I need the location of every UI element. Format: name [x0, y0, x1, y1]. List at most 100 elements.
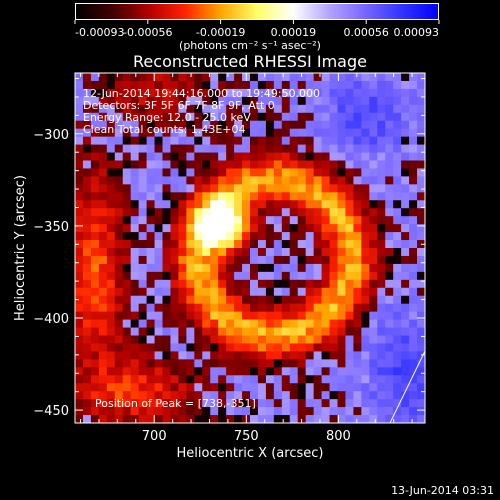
heatmap-cell	[210, 168, 219, 177]
heatmap-cell	[210, 192, 219, 201]
heatmap-cell	[106, 327, 116, 336]
heatmap-cell	[345, 112, 354, 122]
heatmap-cell	[210, 232, 219, 241]
heatmap-cell	[273, 112, 283, 122]
heatmap-cell	[377, 144, 386, 154]
heatmap-cell	[417, 216, 425, 225]
heatmap-cell	[401, 407, 410, 416]
heatmap-cell	[98, 271, 108, 281]
heatmap-cell	[289, 279, 299, 289]
heatmap-cell	[250, 232, 259, 241]
heatmap-cell	[114, 224, 124, 233]
heatmap-cell	[178, 279, 187, 289]
heatmap-cell	[138, 240, 148, 249]
heatmap-cell	[313, 232, 323, 241]
heatmap-cell	[90, 160, 100, 169]
heatmap-cell	[202, 232, 211, 241]
heatmap-cell	[289, 335, 299, 344]
heatmap-cell	[202, 271, 211, 281]
heatmap-cell	[178, 359, 187, 368]
heatmap-cell	[377, 192, 386, 201]
heatmap-cell	[401, 73, 410, 82]
heatmap-cell	[130, 287, 140, 297]
heatmap-cell	[313, 319, 323, 329]
heatmap-cell	[385, 327, 394, 336]
heatmap-cell	[265, 73, 275, 82]
heatmap-cell	[194, 192, 203, 201]
heatmap-cell	[202, 263, 211, 273]
heatmap-cell	[154, 271, 163, 281]
heatmap-cell	[417, 208, 425, 217]
heatmap-cell	[114, 327, 124, 336]
heatmap-cell	[178, 367, 187, 376]
heatmap-cell	[114, 343, 124, 352]
heatmap-cell	[122, 287, 132, 297]
heatmap-cell	[361, 168, 370, 177]
heatmap-cell	[353, 407, 362, 416]
heatmap-cell	[409, 160, 418, 169]
heatmap-cell	[409, 192, 418, 201]
heatmap-cell	[305, 192, 315, 201]
heatmap-cell	[234, 200, 243, 209]
heatmap-cell	[75, 200, 84, 209]
heatmap-cell	[305, 128, 315, 138]
plot-area: 12-Jun-2014 19:44:16.000 to 19:49:50.000…	[75, 73, 425, 423]
heatmap-cell	[401, 295, 410, 305]
heatmap-cell	[337, 80, 346, 90]
heatmap-cell	[393, 216, 402, 225]
heatmap-cell	[305, 399, 315, 408]
heatmap-cell	[154, 287, 163, 297]
heatmap-cell	[281, 415, 291, 423]
heatmap-cell	[90, 192, 100, 201]
heatmap-cell	[369, 327, 378, 336]
heatmap-cell	[218, 415, 227, 423]
heatmap-cell	[210, 152, 219, 161]
heatmap-cell	[146, 255, 156, 265]
heatmap-cell	[114, 311, 124, 321]
heatmap-cell	[186, 343, 195, 352]
heatmap-cell	[138, 359, 148, 368]
heatmap-cell	[377, 128, 386, 138]
heatmap-cell	[265, 287, 275, 297]
heatmap-cell	[409, 343, 418, 352]
heatmap-cell	[393, 200, 402, 209]
heatmap-cell	[202, 160, 211, 169]
heatmap-cell	[218, 367, 227, 376]
heatmap-cell	[75, 255, 84, 265]
heatmap-cell	[265, 367, 275, 376]
heatmap-cell	[106, 367, 116, 376]
heatmap-cell	[257, 248, 267, 257]
heatmap-cell	[250, 415, 259, 423]
heatmap-cell	[305, 120, 315, 130]
heatmap-cell	[194, 287, 203, 297]
heatmap-cell	[273, 144, 283, 154]
heatmap-cell	[138, 208, 148, 217]
heatmap-cell	[321, 88, 331, 98]
heatmap-cell	[313, 208, 323, 217]
heatmap-cell	[146, 343, 156, 352]
heatmap-cell	[82, 335, 92, 344]
heatmap-cell	[194, 359, 203, 368]
heatmap-cell	[154, 136, 163, 146]
heatmap-cell	[178, 263, 187, 273]
heatmap-cell	[242, 192, 251, 201]
heatmap-cell	[146, 208, 156, 217]
heatmap-cell	[393, 415, 402, 423]
heatmap-cell	[138, 319, 148, 329]
heatmap-cell	[409, 359, 418, 368]
heatmap-cell	[369, 343, 378, 352]
heatmap-cell	[210, 255, 219, 265]
heatmap-cell	[122, 216, 132, 225]
heatmap-cell	[146, 415, 156, 423]
heatmap-cell	[178, 327, 187, 336]
heatmap-cell	[385, 184, 394, 193]
heatmap-cell	[226, 415, 235, 423]
heatmap-cell	[321, 327, 331, 336]
heatmap-cell	[114, 271, 124, 281]
heatmap-cell	[329, 96, 338, 106]
heatmap-cell	[242, 263, 251, 273]
heatmap-cell	[98, 359, 108, 368]
heatmap-cell	[218, 192, 227, 201]
heatmap-cell	[361, 311, 370, 321]
heatmap-cell	[385, 383, 394, 392]
